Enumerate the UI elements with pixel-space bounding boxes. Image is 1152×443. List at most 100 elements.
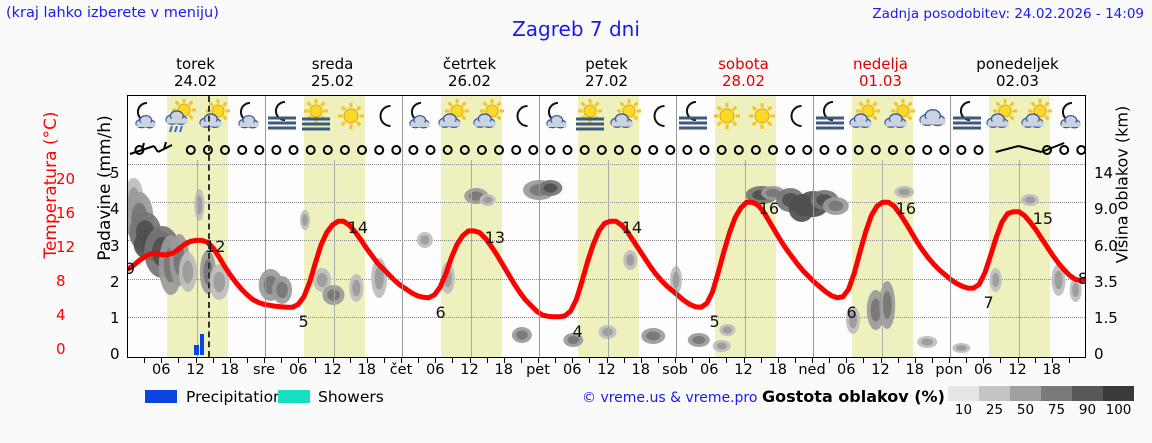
temperature-value-label: 4 — [572, 321, 583, 341]
day-header-ponedeljek: ponedeljek 02.03 — [948, 56, 1088, 90]
precipitation-legend-swatch — [145, 390, 177, 403]
moon-cloud-icon — [1053, 99, 1085, 133]
x-axis-label: sre — [252, 362, 276, 378]
x-axis-label: 18 — [357, 362, 376, 378]
x-axis-tick — [726, 358, 728, 363]
x-axis-label: 12 — [1008, 362, 1027, 378]
sun-icon — [745, 99, 779, 133]
x-axis-label: pon — [935, 362, 963, 378]
x-axis-tick — [657, 358, 659, 363]
x-axis-tick — [931, 358, 933, 363]
x-axis-label: 06 — [974, 362, 993, 378]
cloud-density-ramp-label: 10 — [954, 402, 973, 418]
sun-cloud-icon — [197, 99, 231, 133]
noon-gridline — [881, 160, 883, 357]
copyright-label[interactable]: © vreme.us & vreme.pro — [582, 390, 758, 406]
x-axis-label: 12 — [323, 362, 342, 378]
moon-cloud-icon — [402, 99, 436, 133]
x-axis-tick — [692, 358, 694, 363]
x-axis-tick — [846, 358, 848, 363]
cloud-tick-9.0: 9.0 — [1094, 200, 1118, 218]
day-name: torek — [176, 55, 215, 73]
day-date: 26.02 — [448, 72, 491, 90]
x-axis-label: ned — [798, 362, 826, 378]
x-axis-tick — [675, 358, 676, 363]
temperature-value-label: 6 — [846, 302, 857, 322]
day-header-sobota: sobota 28.02 — [674, 56, 814, 90]
x-axis-tick — [572, 358, 574, 363]
x-axis-tick — [709, 358, 711, 363]
x-axis-tick — [794, 358, 796, 363]
x-axis-tick — [743, 358, 745, 363]
x-axis-tick — [486, 358, 488, 363]
horizontal-gridline — [128, 240, 1085, 242]
cloud-density-ramp-cell — [1103, 386, 1134, 401]
moon-fog-icon — [813, 99, 847, 133]
horizontal-gridline — [128, 316, 1085, 318]
x-axis-tick — [880, 358, 882, 363]
cloud-tick-3.5: 3.5 — [1094, 273, 1118, 291]
x-axis-tick — [1051, 358, 1053, 363]
day-header-četrtek: četrtek 26.02 — [400, 56, 540, 90]
location-hint: (kraj lahko izberete v meniju) — [6, 5, 219, 21]
x-axis-tick — [589, 358, 591, 363]
day-separator — [402, 96, 403, 357]
x-axis-tick — [195, 358, 197, 363]
x-axis-tick — [366, 358, 368, 363]
daylight-band — [440, 96, 503, 357]
x-axis-tick — [1017, 358, 1019, 363]
x-axis-label: 12 — [597, 362, 616, 378]
x-axis-label: 06 — [837, 362, 856, 378]
wind-barb-band — [128, 138, 1085, 160]
x-axis-tick — [212, 358, 214, 363]
temperature-value-label: 7 — [983, 293, 994, 313]
temperature-value-label: 14 — [347, 218, 369, 238]
temperature-value-label: 15 — [1032, 208, 1054, 228]
current-time-marker — [208, 96, 211, 357]
day-separator — [676, 96, 677, 357]
cloud-density-ramp-cell — [979, 386, 1010, 401]
precip-tick-2: 2 — [110, 273, 120, 291]
x-axis-tick — [298, 358, 300, 363]
horizontal-gridline — [128, 278, 1085, 280]
x-axis-tick — [640, 358, 642, 363]
day-date: 02.03 — [996, 72, 1039, 90]
cloud-icon — [916, 99, 950, 133]
sun-cloud-icon — [436, 99, 470, 133]
noon-gridline — [607, 160, 609, 357]
x-axis-tick — [520, 358, 522, 363]
x-axis-tick — [161, 358, 163, 363]
x-axis-label: 06 — [426, 362, 445, 378]
x-axis-tick — [1068, 358, 1070, 363]
day-separator — [813, 96, 814, 357]
sun-cloud-icon — [984, 99, 1018, 133]
temperature-value-label: 16 — [758, 199, 780, 219]
cloud-density-ramp-label: 100 — [1105, 402, 1132, 418]
x-axis-tick — [418, 358, 420, 363]
temperature-value-label: 13 — [484, 227, 506, 247]
temperature-value-label: 5 — [709, 312, 720, 332]
x-axis-tick — [452, 358, 454, 363]
x-axis-tick — [332, 358, 334, 363]
x-axis-tick — [315, 358, 317, 363]
day-separator — [950, 96, 951, 357]
x-axis-label: 18 — [1042, 362, 1061, 378]
temperature-value-label: 6 — [435, 302, 446, 322]
day-name: nedelja — [852, 55, 908, 73]
precip-tick-1: 1 — [110, 309, 120, 327]
temperature-value-label: 14 — [621, 218, 643, 238]
cloud-density-ramp-label: 75 — [1047, 402, 1066, 418]
moon-icon — [505, 99, 539, 133]
precip-tick-4: 4 — [110, 200, 120, 218]
x-axis-tick — [606, 358, 608, 363]
x-axis-tick — [1034, 358, 1036, 363]
horizontal-gridline — [128, 164, 1085, 165]
x-axis-tick — [914, 358, 916, 363]
cloud-tick-0: 0 — [1094, 345, 1104, 363]
x-axis-tick — [469, 358, 471, 363]
moon-fog-icon — [265, 99, 299, 133]
sun-fog-icon — [573, 99, 607, 133]
temp-tick-0: 0 — [56, 340, 66, 358]
moon-fog-icon — [676, 99, 710, 133]
cloud-density-ramp-label: 90 — [1078, 402, 1097, 418]
